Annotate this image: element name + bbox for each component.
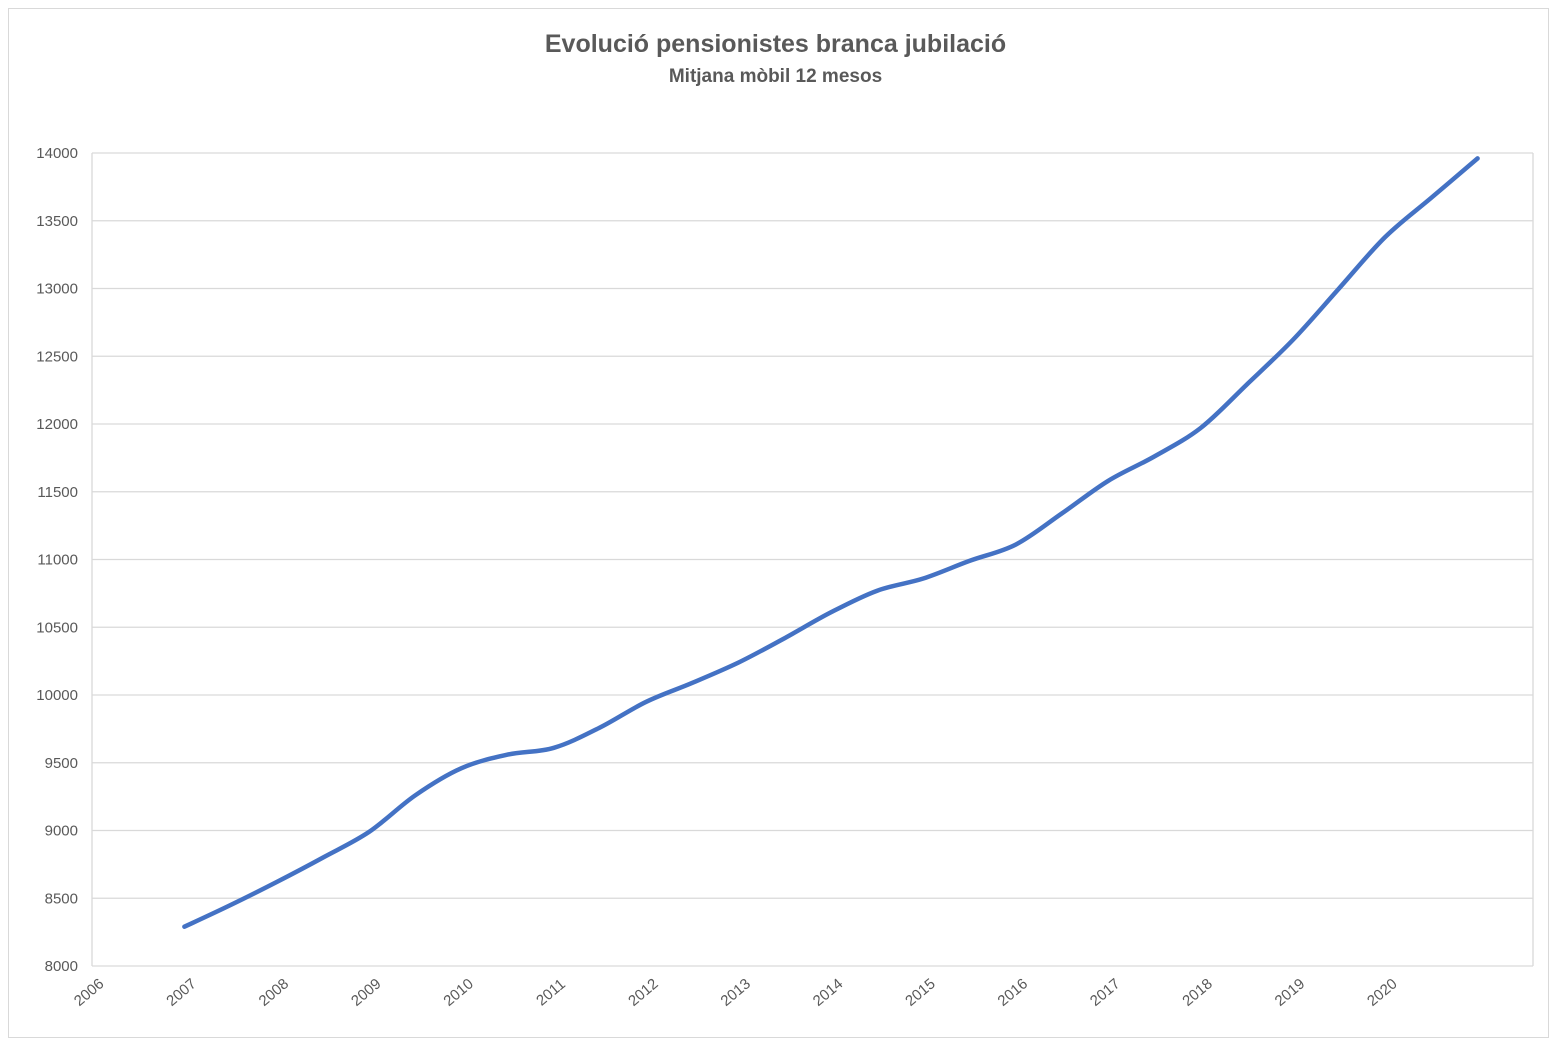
axes <box>91 153 1534 966</box>
x-tick-label: 2007 <box>163 975 199 1009</box>
x-tick-label: 2019 <box>1272 975 1308 1009</box>
x-tick-label: 2011 <box>533 976 569 1010</box>
x-tick-label: 2014 <box>810 975 846 1009</box>
y-tick-label: 9000 <box>45 823 78 840</box>
x-axis-tick-labels: 2006 2007 2008 2009 2010 2011 2012 2013 2014 2015… <box>71 975 1401 1009</box>
x-tick-label: 2009 <box>348 975 384 1009</box>
x-tick-label: 2010 <box>440 975 476 1009</box>
x-tick-label: 2018 <box>1179 975 1215 1009</box>
x-tick-label: 2017 <box>1087 975 1123 1009</box>
y-tick-label: 11500 <box>37 484 78 501</box>
x-tick-label: 2020 <box>1364 975 1400 1009</box>
y-axis-tick-labels: 8000 8500 9000 9500 10000 10500 11000 11500 1200… <box>36 145 78 975</box>
series-line <box>182 156 1480 929</box>
gridlines <box>92 152 1533 967</box>
x-tick-label: 2012 <box>625 975 661 1009</box>
y-tick-label: 10000 <box>36 687 78 704</box>
x-tick-label: 2008 <box>256 975 292 1009</box>
x-tick-label: 2006 <box>71 975 107 1009</box>
y-tick-label: 11000 <box>37 552 78 569</box>
y-tick-label: 8500 <box>45 890 78 907</box>
y-tick-label: 13000 <box>36 281 78 298</box>
x-tick-label: 2016 <box>995 975 1031 1009</box>
x-tick-label: 2015 <box>902 975 938 1009</box>
series-layer <box>182 156 1480 929</box>
y-tick-label: 13500 <box>36 213 78 230</box>
chart-subtitle: Mitjana mòbil 12 mesos <box>668 66 883 87</box>
x-tick-label: 2013 <box>717 975 753 1009</box>
chart-title: Evolució pensionistes branca jubilació <box>544 30 1007 58</box>
y-tick-label: 12000 <box>36 416 78 433</box>
y-tick-label: 9500 <box>45 755 78 772</box>
y-tick-label: 12500 <box>36 348 78 365</box>
y-tick-label: 14000 <box>36 145 78 162</box>
y-tick-label: 8000 <box>45 958 78 975</box>
y-tick-label: 10500 <box>36 619 78 636</box>
